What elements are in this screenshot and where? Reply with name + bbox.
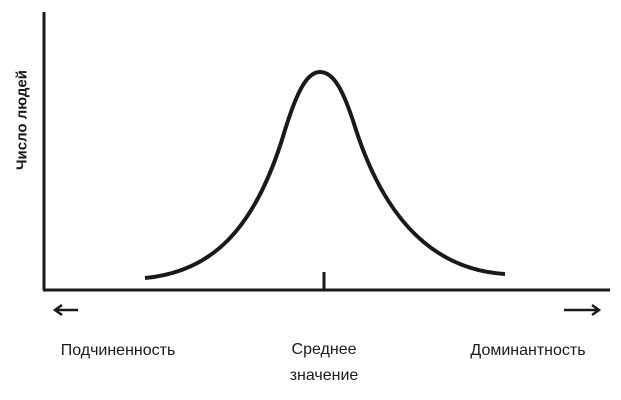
mean-label: Среднее значение xyxy=(290,337,359,389)
bell-curve xyxy=(144,69,506,280)
y-axis-label: Число людей xyxy=(13,70,31,170)
left-label: Подчиненность xyxy=(60,342,176,359)
right-arrow xyxy=(564,303,602,317)
right-label: Доминантность xyxy=(470,342,586,359)
left-arrow xyxy=(52,303,78,317)
mean-label-line: значение xyxy=(289,367,359,384)
mean-label-line: Среднее xyxy=(291,341,357,358)
